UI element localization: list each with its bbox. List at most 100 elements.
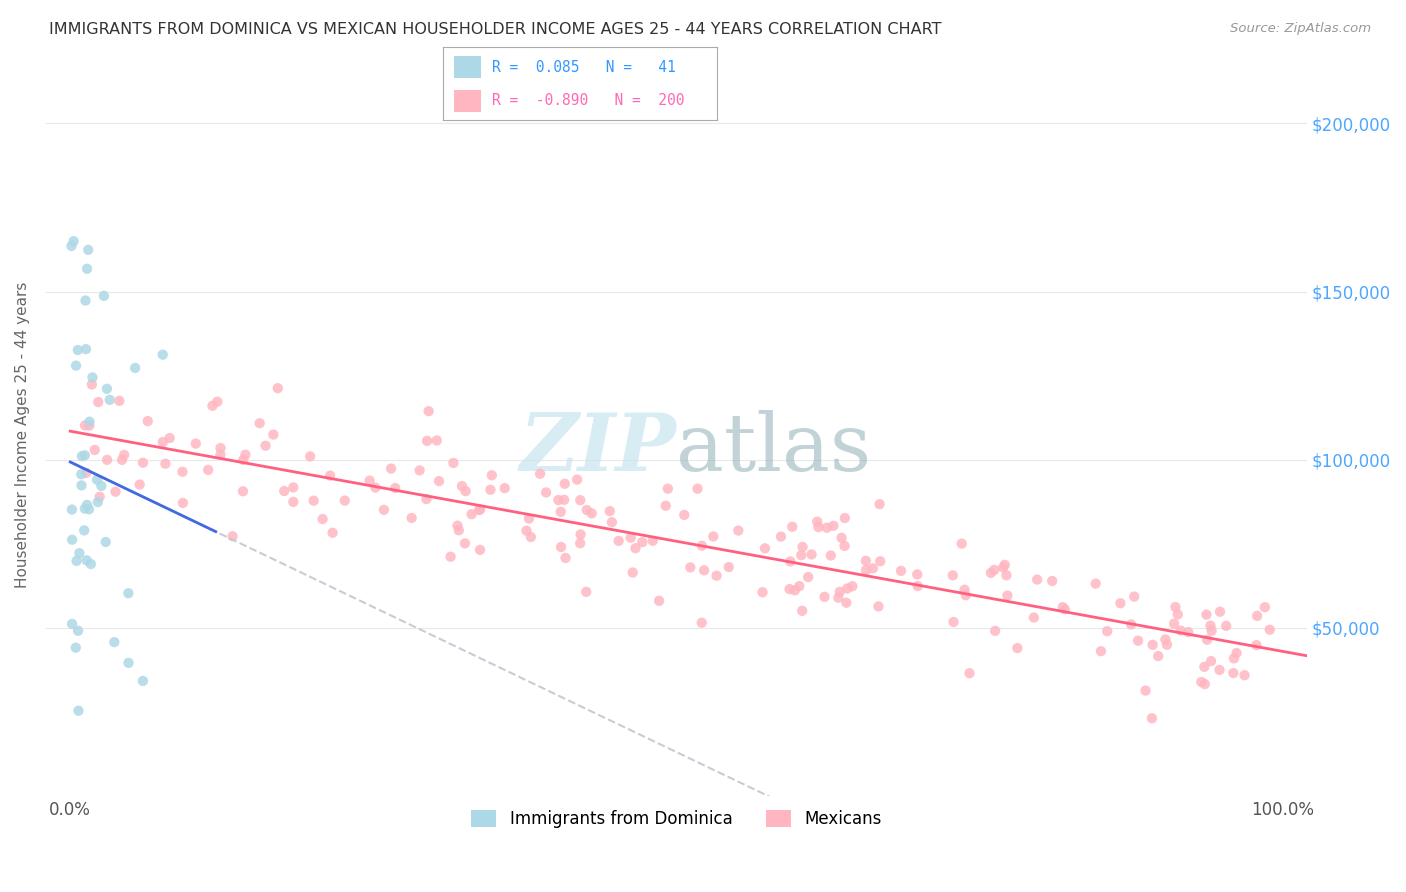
Point [1109,596,1132,610]
Point [384,481,406,495]
Point [869,554,891,568]
Point [569,527,592,541]
Point [446,518,468,533]
Point [783,583,806,598]
Point [797,570,820,584]
Point [631,535,654,549]
Point [1170,624,1192,638]
Point [690,539,713,553]
Point [1040,574,1063,588]
Point [1167,607,1189,622]
Point [364,481,387,495]
Point [787,579,810,593]
Point [727,524,749,538]
Point [1053,602,1076,616]
Point [837,582,859,596]
Point [569,493,592,508]
Point [1163,616,1185,631]
Point [96,382,118,396]
Point [1201,624,1223,638]
Point [468,502,491,516]
Point [993,560,1015,574]
Point [155,457,177,471]
Point [1140,711,1163,725]
Point [184,436,207,450]
Point [1233,668,1256,682]
Point [172,465,194,479]
Point [273,484,295,499]
Point [1197,632,1219,647]
Point [657,482,679,496]
Point [460,507,482,521]
Text: atlas: atlas [676,410,872,488]
Point [655,499,678,513]
Point [550,540,572,554]
Point [890,564,912,578]
Point [94,535,117,549]
Point [980,566,1002,580]
Point [132,673,155,688]
Point [209,441,232,455]
Point [1026,573,1049,587]
Point [1199,618,1222,632]
Point [868,599,890,614]
Point [600,515,623,529]
Point [108,393,131,408]
Point [955,588,977,602]
Y-axis label: Householder Income Ages 25 - 44 years: Householder Income Ages 25 - 44 years [15,281,30,588]
Bar [454,56,481,78]
Point [995,568,1018,582]
Point [1246,608,1268,623]
Point [1246,638,1268,652]
Point [553,492,575,507]
Point [468,503,491,517]
Point [67,546,90,560]
Point [1209,605,1232,619]
Point [87,395,110,409]
Point [648,594,671,608]
Point [380,461,402,475]
Point [1164,599,1187,614]
Point [454,484,477,499]
Point [862,561,884,575]
Point [451,479,474,493]
Point [76,498,98,512]
Point [1189,675,1212,690]
Point [984,624,1007,638]
Point [70,478,93,492]
Point [950,536,973,550]
Point [673,508,696,522]
Point [702,529,724,543]
Point [172,496,194,510]
Point [479,483,502,497]
Point [112,448,135,462]
Point [104,484,127,499]
Point [569,536,592,550]
Point [779,554,801,568]
Point [426,434,449,448]
Point [581,507,603,521]
Point [77,502,100,516]
Point [823,518,845,533]
Point [1156,638,1178,652]
Point [1195,607,1218,622]
Text: R =  -0.890   N =  200: R = -0.890 N = 200 [492,93,685,108]
Point [60,616,83,631]
Point [792,540,814,554]
Point [132,456,155,470]
Point [60,533,83,547]
Point [117,656,139,670]
Point [70,467,93,482]
Point [565,473,588,487]
Point [93,289,115,303]
Point [1090,644,1112,658]
Point [232,484,254,499]
Point [454,536,477,550]
Point [641,533,664,548]
Point [439,549,461,564]
Point [1147,649,1170,664]
Point [416,434,439,448]
Point [575,585,598,599]
Point [427,474,450,488]
Point [834,539,856,553]
